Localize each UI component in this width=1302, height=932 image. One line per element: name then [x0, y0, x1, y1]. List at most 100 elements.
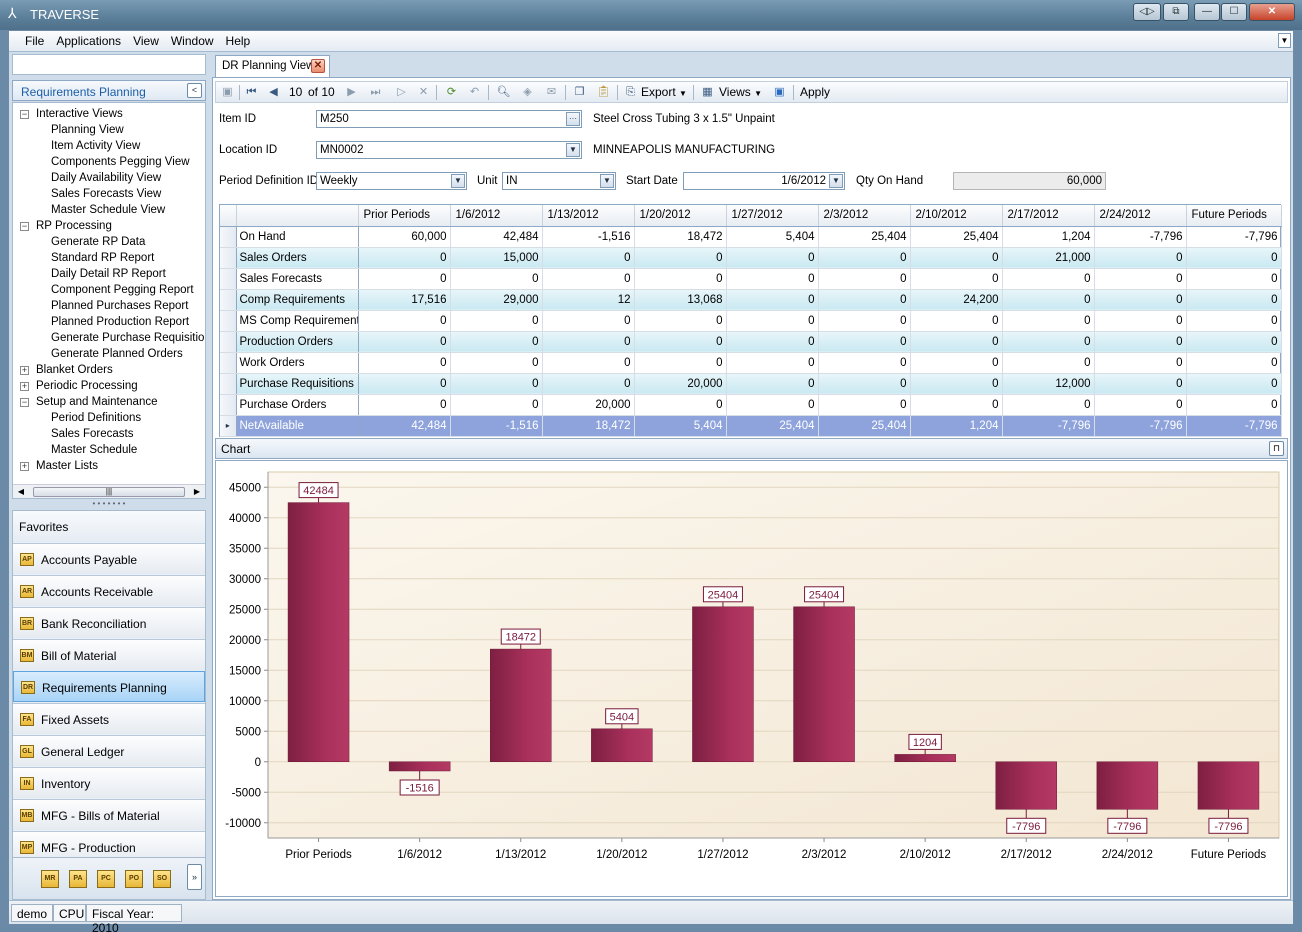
table-cell[interactable]: 5,404 [726, 226, 819, 248]
table-cell[interactable]: 0 [450, 352, 543, 374]
menu-file[interactable]: File [25, 34, 45, 48]
table-row[interactable]: MS Comp Requirements 0 0 0 0 0 0 0 0 0 0 [220, 310, 1282, 332]
close-button[interactable]: ✕ [1249, 3, 1295, 21]
scroll-right-icon[interactable]: ▶ [193, 487, 201, 496]
table-cell[interactable]: 0 [542, 373, 635, 395]
table-cell[interactable]: 0 [1002, 268, 1095, 290]
table-cell[interactable]: 29,000 [450, 289, 543, 311]
table-cell[interactable]: 0 [542, 352, 635, 374]
row-header[interactable] [220, 268, 237, 290]
table-cell[interactable]: 0 [1002, 394, 1095, 416]
column-header[interactable]: Future Periods [1186, 205, 1282, 227]
table-cell[interactable]: 0 [358, 373, 451, 395]
table-cell[interactable]: 0 [726, 373, 819, 395]
table-cell[interactable]: 13,068 [634, 289, 727, 311]
shortcut-pc-icon[interactable]: PC [97, 870, 115, 888]
tree-item-setup-and-maintenance[interactable]: Setup and Maintenance [36, 396, 158, 408]
table-cell[interactable]: 18,472 [542, 415, 635, 437]
favorite-general-ledger[interactable]: GL General Ledger [13, 735, 205, 766]
table-cell[interactable]: 25,404 [726, 415, 819, 437]
table-cell[interactable]: 0 [910, 268, 1003, 290]
table-cell[interactable]: 0 [818, 331, 911, 353]
table-row[interactable]: Production Orders 0 0 0 0 0 0 0 0 0 0 [220, 331, 1282, 353]
table-cell[interactable]: 0 [542, 247, 635, 269]
row-header[interactable] [220, 289, 237, 311]
tree-item-period-definitions[interactable]: Period Definitions [51, 412, 142, 424]
item-id-field[interactable]: M250 ··· [316, 110, 582, 128]
table-cell[interactable]: 0 [450, 373, 543, 395]
table-cell[interactable]: 1,204 [1002, 226, 1095, 248]
collapse-icon[interactable]: − [20, 221, 29, 231]
shortcut-mr-icon[interactable]: MR [41, 870, 59, 888]
table-cell[interactable]: 0 [1094, 352, 1187, 374]
collapse-icon[interactable]: − [20, 397, 29, 407]
table-cell[interactable]: 0 [910, 247, 1003, 269]
table-cell[interactable]: 18,472 [634, 226, 727, 248]
table-cell[interactable]: -7,796 [1094, 226, 1187, 248]
table-cell[interactable]: 24,200 [910, 289, 1003, 311]
tree-item-master-schedule[interactable]: Master Schedule [51, 444, 138, 456]
table-cell[interactable]: 0 [910, 331, 1003, 353]
table-cell[interactable]: 0 [726, 394, 819, 416]
apply-button[interactable]: Apply [800, 85, 831, 99]
row-header[interactable] [220, 394, 237, 416]
collapse-left-icon[interactable]: < [187, 83, 202, 98]
table-cell[interactable]: 0 [358, 352, 451, 374]
favorite-accounts-payable[interactable]: AP Accounts Payable [13, 543, 205, 574]
table-cell[interactable]: 20,000 [634, 373, 727, 395]
table-cell[interactable]: 0 [1186, 352, 1282, 374]
tree-item-sales-forecasts-view[interactable]: Sales Forecasts View [51, 188, 162, 200]
expand-icon[interactable]: + [20, 381, 29, 391]
table-cell[interactable]: 0 [910, 352, 1003, 374]
table-cell[interactable]: -7,796 [1186, 226, 1282, 248]
row-header[interactable] [220, 247, 237, 269]
table-cell[interactable]: 0 [358, 247, 451, 269]
table-cell[interactable]: 0 [542, 268, 635, 290]
column-header[interactable]: 2/17/2012 [1002, 205, 1095, 227]
unit-select[interactable]: IN ▼ [502, 172, 616, 190]
table-cell[interactable]: 0 [634, 268, 727, 290]
table-cell[interactable]: 20,000 [542, 394, 635, 416]
restore-layout-icon[interactable]: ◁▷ [1133, 3, 1161, 21]
table-cell[interactable]: 5,404 [634, 415, 727, 437]
chevron-down-icon[interactable]: ▼ [566, 143, 580, 157]
table-cell[interactable]: 0 [1094, 289, 1187, 311]
table-row[interactable]: Sales Forecasts 0 0 0 0 0 0 0 0 0 0 [220, 268, 1282, 290]
table-cell[interactable]: 0 [910, 394, 1003, 416]
scrollbar-thumb[interactable]: ||| [33, 487, 185, 497]
period-definition-select[interactable]: Weekly ▼ [316, 172, 467, 190]
column-header[interactable]: 1/6/2012 [450, 205, 543, 227]
tree-item-master-schedule-view[interactable]: Master Schedule View [51, 204, 166, 216]
table-cell[interactable]: 25,404 [910, 226, 1003, 248]
column-header[interactable]: 2/3/2012 [818, 205, 911, 227]
table-cell[interactable]: 0 [358, 394, 451, 416]
tree-item-item-activity-view[interactable]: Item Activity View [51, 140, 141, 152]
current-row-indicator-icon[interactable]: ▸ [220, 415, 237, 437]
table-cell[interactable]: 0 [1094, 310, 1187, 332]
favorite-fixed-assets[interactable]: FA Fixed Assets [13, 703, 205, 734]
table-cell[interactable]: 42,484 [450, 226, 543, 248]
table-cell[interactable]: 0 [1186, 289, 1282, 311]
table-cell[interactable]: 0 [1186, 247, 1282, 269]
table-cell[interactable]: -7,796 [1186, 415, 1282, 437]
paste-icon[interactable]: 📋︎ [596, 86, 611, 98]
calendar-dropdown-icon[interactable]: ▼ [829, 174, 843, 188]
favorite-accounts-receivable[interactable]: AR Accounts Receivable [13, 575, 205, 606]
new-record-icon[interactable]: ▷ [397, 86, 406, 98]
table-row[interactable]: Comp Requirements 17,516 29,000 12 13,068 0 0 2… [220, 289, 1282, 311]
table-cell[interactable]: 0 [542, 331, 635, 353]
table-cell[interactable]: 0 [1186, 310, 1282, 332]
favorite-requirements-planning[interactable]: DR Requirements Planning [13, 671, 205, 702]
export-button[interactable]: Export ▼ [641, 84, 687, 101]
tree-item-blanket-orders[interactable]: Blanket Orders [36, 364, 113, 376]
copy-icon[interactable]: ❐ [574, 86, 585, 98]
tree-item-interactive-views[interactable]: Interactive Views [36, 108, 123, 120]
lookup-ellipsis-icon[interactable]: ··· [566, 112, 580, 126]
next-record-icon[interactable]: ▶ [347, 86, 356, 98]
table-row[interactable]: Purchase Requisitions 0 0 0 20,000 0 0 0 12,000 0… [220, 373, 1282, 395]
table-cell[interactable]: -1,516 [542, 226, 635, 248]
expand-icon[interactable]: + [20, 461, 29, 471]
collapse-icon[interactable]: − [20, 109, 29, 119]
export-icon[interactable]: ⎘ [626, 86, 635, 98]
tree-item-rp-processing[interactable]: RP Processing [36, 220, 112, 232]
